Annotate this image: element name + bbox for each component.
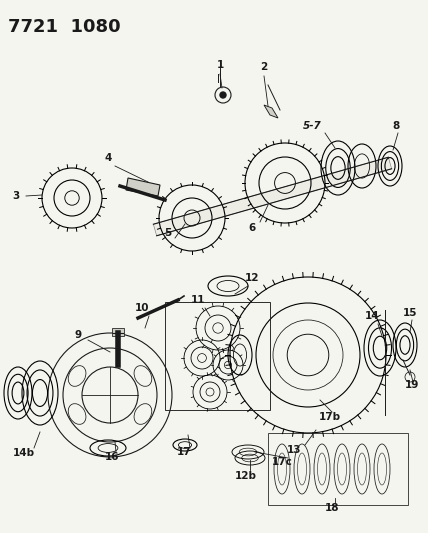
- Text: 6: 6: [248, 223, 256, 233]
- Text: 8: 8: [392, 121, 400, 131]
- Text: 11: 11: [191, 295, 205, 305]
- Text: 7721  1080: 7721 1080: [8, 18, 121, 36]
- Text: 14b: 14b: [13, 448, 35, 458]
- Text: 17c: 17c: [271, 457, 292, 467]
- Text: 1: 1: [217, 60, 223, 70]
- Text: 3: 3: [12, 191, 20, 201]
- Text: 13: 13: [287, 445, 301, 455]
- Text: 5-7: 5-7: [303, 121, 321, 131]
- Circle shape: [220, 92, 226, 98]
- Polygon shape: [153, 157, 392, 236]
- Text: 9: 9: [74, 330, 82, 340]
- Text: 4: 4: [104, 153, 112, 163]
- Text: 2: 2: [260, 62, 268, 72]
- Text: 12b: 12b: [235, 471, 257, 481]
- Text: 10: 10: [135, 303, 149, 313]
- Text: 16: 16: [105, 452, 119, 462]
- Bar: [112, 328, 124, 336]
- Text: 5: 5: [164, 228, 172, 238]
- Bar: [165, 302, 270, 410]
- Text: 18: 18: [325, 503, 339, 513]
- Text: 12: 12: [245, 273, 259, 283]
- Text: 14: 14: [365, 311, 379, 321]
- Polygon shape: [126, 178, 160, 196]
- Text: 19: 19: [405, 380, 419, 390]
- Bar: [268, 433, 408, 505]
- Text: 15: 15: [403, 308, 417, 318]
- Text: 17: 17: [177, 447, 191, 457]
- Polygon shape: [264, 105, 278, 118]
- Text: 17b: 17b: [319, 412, 341, 422]
